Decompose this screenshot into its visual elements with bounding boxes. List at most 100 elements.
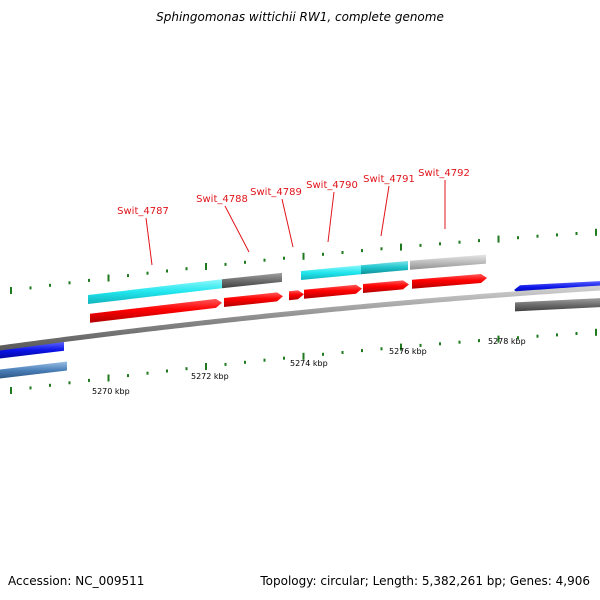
inner-tick [10,387,12,394]
inner-tick [556,333,558,337]
gene-labels: Swit_4787 Swit_4788 Swit_4789 Swit_4790 … [117,168,470,217]
kbp-label-5270: 5270 kbp [92,387,130,396]
inner-tick [224,362,227,366]
inner-tick [263,358,266,362]
inner-tick [575,332,578,335]
outer-tick [205,263,207,270]
outer-tick [595,228,597,236]
genome-backbone [0,285,600,351]
outer-tick [419,243,422,247]
gene-label-swit-4787[interactable]: Swit_4787 [117,206,169,217]
cds-swit-4787 [90,298,222,323]
outer-tick [517,236,519,240]
outer-tick [400,243,402,251]
leader-line-4790 [327,191,335,243]
gene-label-leaders [145,180,446,266]
feature-right-dark [515,298,600,312]
inner-tick [341,351,344,354]
outer-tick [185,267,188,271]
inner-tick [283,356,285,360]
outer-tick [458,240,461,244]
inner-tick [400,343,402,351]
gene-label-swit-4790[interactable]: Swit_4790 [306,180,358,191]
outer-tick [49,283,51,287]
feature-left-blue [0,341,64,359]
gene-label-swit-4789[interactable]: Swit_4789 [250,187,302,198]
outer-tick [302,252,305,260]
cds-swit-4791 [363,280,409,293]
inner-tick [185,367,188,371]
inner-tick [322,352,324,356]
kbp-label-5272: 5272 kbp [191,372,229,381]
outer-tick [380,247,383,251]
gene-bar-swit-4791 [361,261,408,275]
inner-tick [497,335,500,343]
leader-line-4789 [281,198,294,248]
kbp-label-5276: 5276 kbp [389,347,427,356]
outer-tick [322,252,324,256]
inner-tick [88,378,90,382]
cds-swit-4789 [289,290,304,301]
genome-summary-text: Topology: circular; Length: 5,382,261 bp… [260,574,590,588]
inner-tick [205,363,207,370]
inner-tick-track [10,328,597,394]
feature-left-steel [0,361,67,379]
gene-bar-swit-4787 [88,279,222,304]
gene-bar-swit-4792 [410,254,486,270]
kbp-label-5274: 5274 kbp [290,359,328,368]
inner-tick [244,360,246,364]
outer-tick [361,249,363,253]
leader-line-4791 [380,185,390,237]
outer-tick [68,281,71,285]
inner-tick [29,386,32,390]
leader-line-4787 [145,217,153,266]
outer-tick [146,271,149,275]
outer-tick [536,234,539,238]
feature-tracks [0,254,600,379]
inner-tick [302,352,305,360]
outer-tick [244,260,246,264]
gene-label-swit-4792[interactable]: Swit_4792 [418,168,470,179]
inner-tick [68,381,71,385]
inner-tick [517,336,519,340]
inner-tick [439,342,441,346]
accession-text: Accession: NC_009511 [8,574,145,588]
inner-tick [361,349,363,353]
outer-tick [224,262,227,266]
inner-tick [458,340,461,344]
inner-tick [419,343,422,347]
inner-tick [478,339,480,343]
inner-tick [166,369,168,373]
outer-tick [478,239,480,243]
outer-tick [575,232,578,235]
cds-swit-4790 [304,284,362,299]
gene-bar-swit-4790 [301,265,361,280]
cds-swit-4792 [412,274,487,289]
inner-tick [380,347,383,351]
gene-label-swit-4788[interactable]: Swit_4788 [196,194,248,205]
outer-tick [283,256,285,260]
outer-tick [127,274,129,278]
outer-tick [10,287,12,294]
outer-tick-track [10,228,597,294]
leader-line-4788 [224,205,250,253]
gene-bar-swit-4788 [222,272,282,289]
outer-tick [497,235,500,243]
inner-tick [127,374,129,378]
cds-swit-4788 [224,292,283,307]
inner-tick [107,374,110,382]
inner-tick [146,371,149,375]
outer-tick [166,269,168,273]
outer-tick [107,274,110,282]
inner-tick [595,328,597,336]
position-labels: 5270 kbp 5272 kbp 5274 kbp 5276 kbp 5278… [92,337,526,396]
map-title: Sphingomonas wittichii RW1, complete gen… [156,10,444,24]
kbp-label-5278: 5278 kbp [488,337,526,346]
inner-tick [536,334,539,338]
outer-tick [29,286,32,290]
outer-tick [88,278,90,282]
gene-label-swit-4791[interactable]: Swit_4791 [363,174,415,185]
outer-tick [556,233,558,237]
